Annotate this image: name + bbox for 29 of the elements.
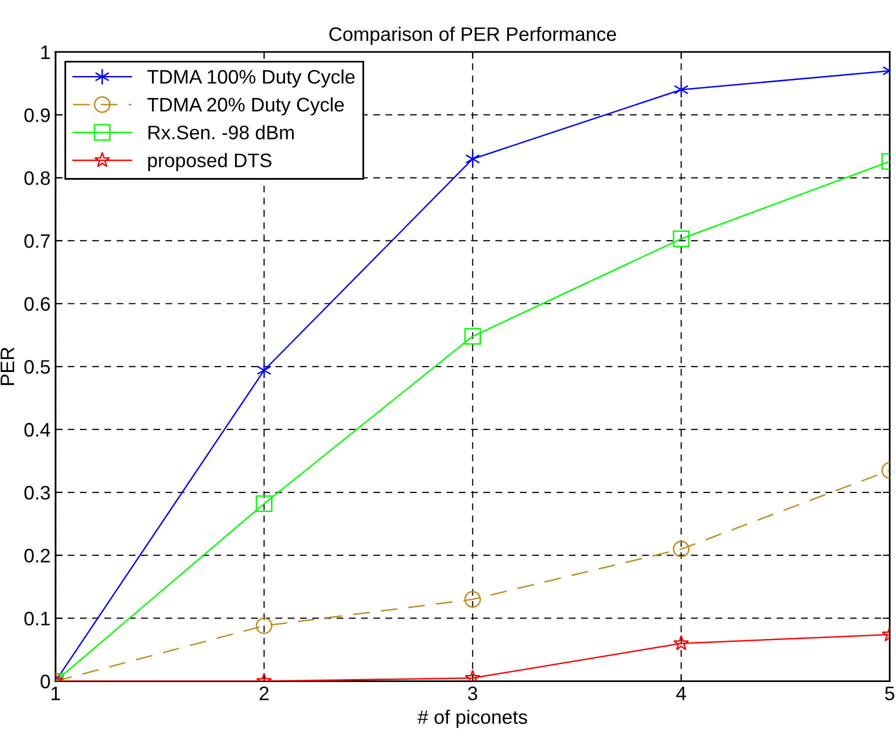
point bbox=[256, 362, 272, 379]
y-tick-label: 0.7 bbox=[24, 234, 50, 248]
y-tick-label: 0 bbox=[40, 674, 50, 688]
y-tick-label: 1 bbox=[41, 46, 50, 59]
point bbox=[464, 328, 481, 345]
x-axis-title: # of piconets bbox=[418, 710, 528, 728]
y-tick-label: 0.5 bbox=[24, 360, 50, 374]
point bbox=[464, 591, 481, 608]
x-tick-label: 5 bbox=[885, 686, 894, 700]
x-tick-label: 4 bbox=[676, 686, 686, 700]
x-tick-label: 1 bbox=[52, 686, 60, 700]
legend-label: TDMA 100% Duty Cycle bbox=[147, 69, 355, 88]
y-tick-label: 0.9 bbox=[24, 108, 50, 122]
point bbox=[256, 495, 272, 512]
x-tick-label: 2 bbox=[260, 686, 269, 700]
y-tick-label: 0.4 bbox=[24, 422, 50, 437]
y-tick-label: 0.6 bbox=[24, 297, 50, 311]
y-tick-label: 0.2 bbox=[24, 548, 50, 563]
legend-label: Rx.Sen. -98 dBm bbox=[148, 125, 294, 140]
legend-label: TDMA 20% Duty Cycle bbox=[147, 97, 344, 116]
chart-title: Comparison of PER Performance bbox=[329, 26, 616, 45]
point bbox=[256, 617, 272, 634]
y-tick-label: 0.8 bbox=[24, 171, 50, 186]
x-tick-label: 3 bbox=[468, 686, 478, 700]
point bbox=[465, 150, 480, 168]
y-tick-label: 0.3 bbox=[24, 486, 50, 500]
y-axis-title: PER bbox=[0, 347, 14, 385]
y-tick-label: 0.1 bbox=[24, 612, 50, 626]
legend-label: proposed DTS bbox=[148, 152, 272, 172]
